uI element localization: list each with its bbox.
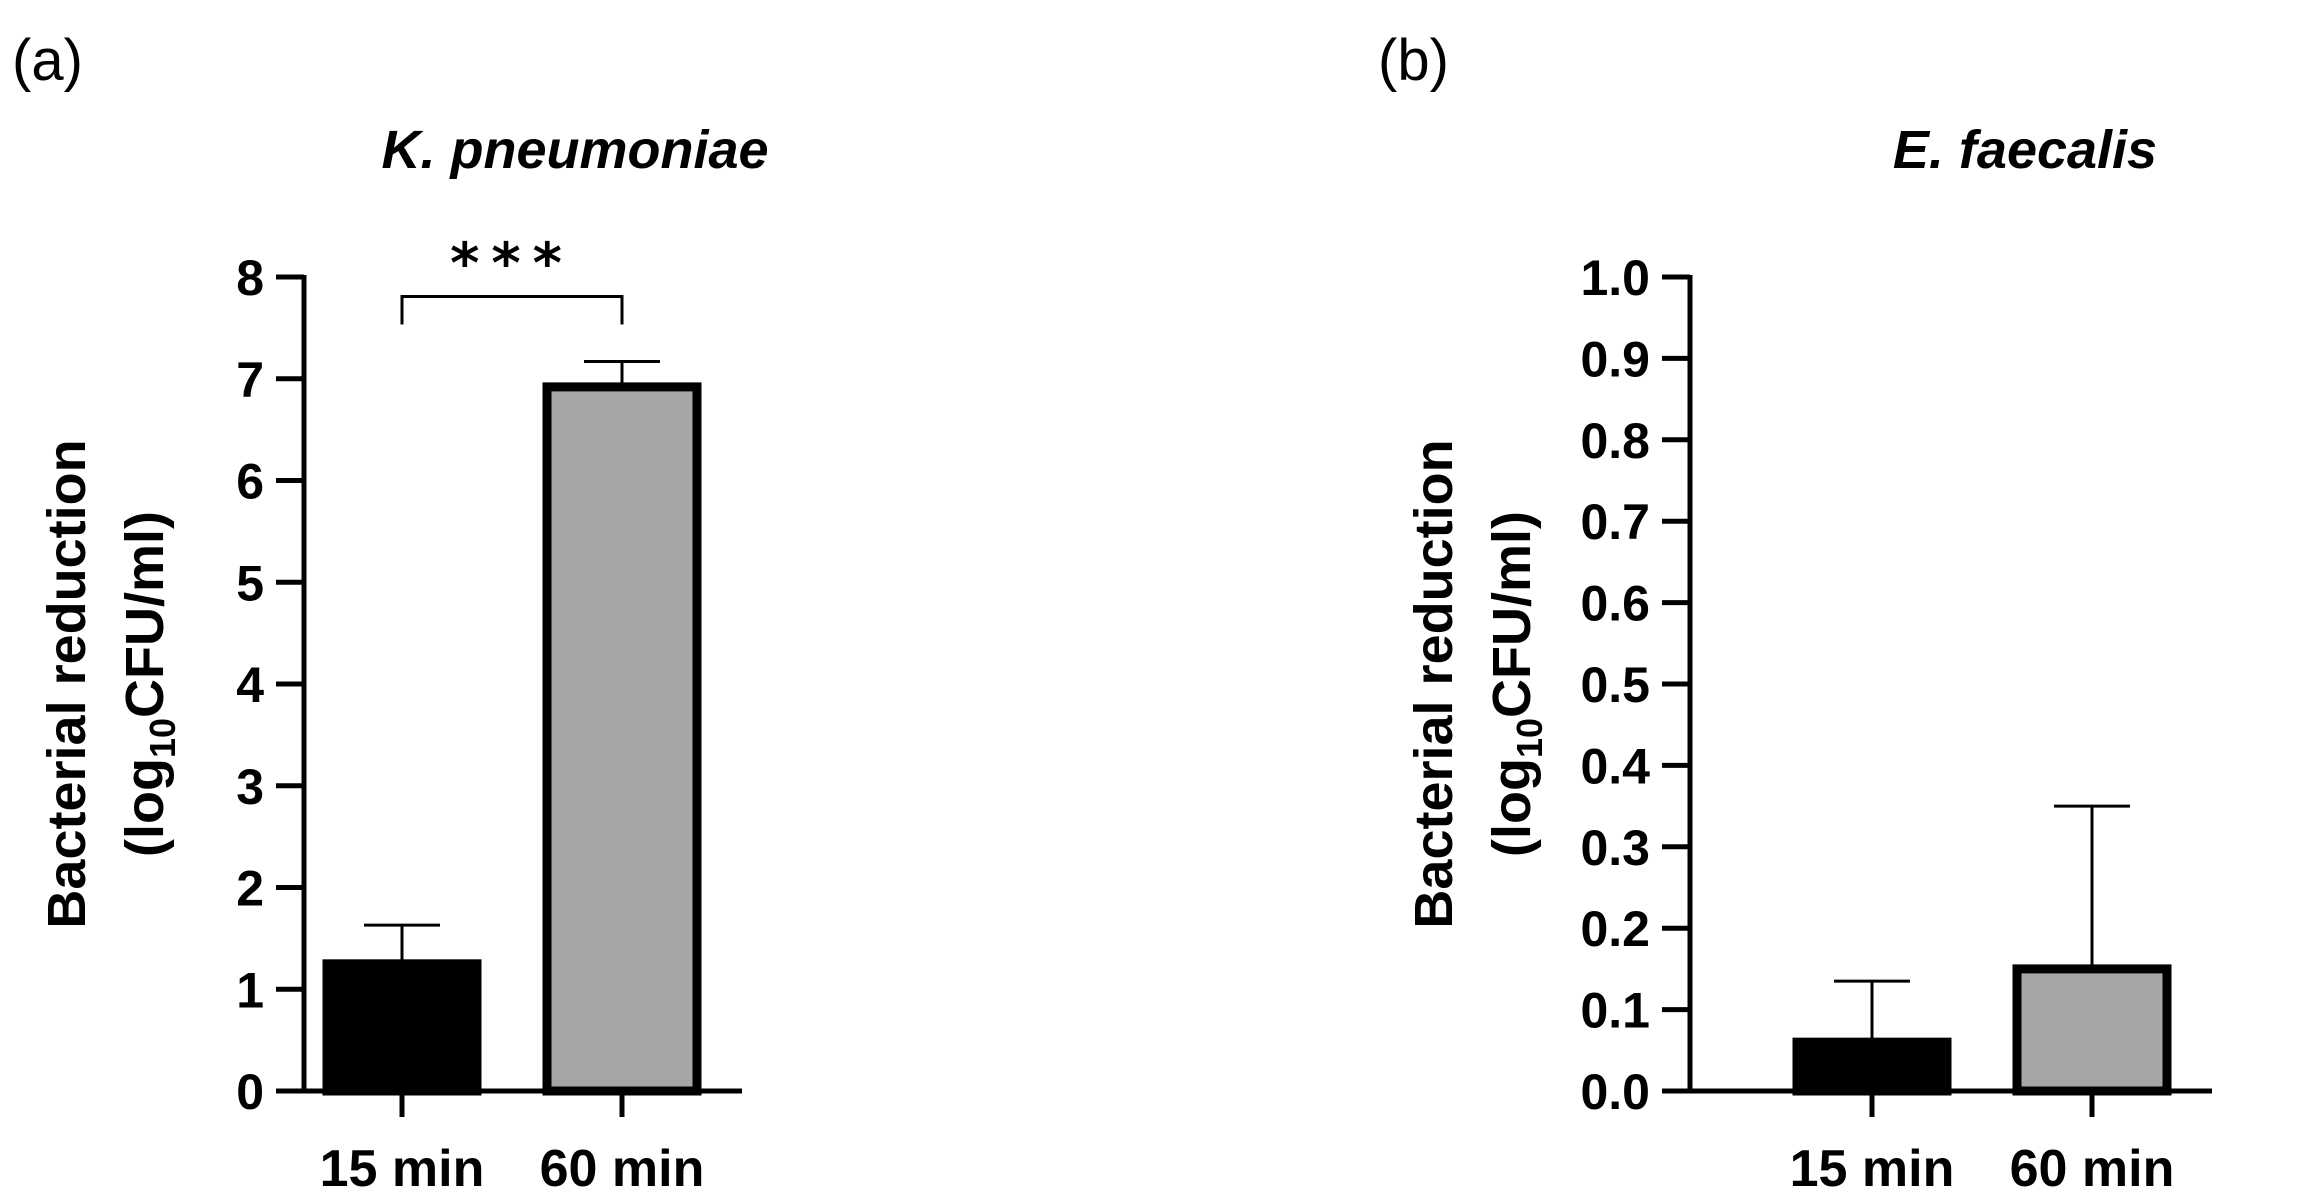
- y-tick-label: 0.0: [1580, 1064, 1650, 1120]
- y-axis-label-subscript: 10: [142, 718, 183, 758]
- bar-60-min: [542, 382, 702, 1096]
- bar-15-min: [322, 959, 482, 1096]
- y-tick-label: 0.5: [1580, 657, 1650, 713]
- y-tick-label: 7: [236, 352, 264, 408]
- y-tick-label: 4: [236, 657, 264, 713]
- y-axis-label-suffix: CFU/ml): [1482, 511, 1542, 718]
- x-tick-label: 15 min: [1790, 1140, 1955, 1198]
- chart-title: K. pneumoniae: [381, 120, 768, 180]
- y-axis-label-line2: (log10CFU/ml): [1482, 511, 1550, 857]
- x-tick-label: 60 min: [2010, 1140, 2175, 1198]
- y-axis-label-line1: Bacterial reduction: [37, 439, 97, 928]
- bar-15-min: [1792, 1037, 1952, 1096]
- y-tick-label: 0.9: [1580, 331, 1650, 387]
- y-tick-label: 0.3: [1580, 820, 1650, 876]
- y-axis-label-line2: (log10CFU/ml): [115, 511, 183, 857]
- y-tick-label: 0.8: [1580, 413, 1650, 469]
- chart-panel-2: (b) E. faecalis Bacterial reduction (log10C…: [1378, 28, 2212, 1198]
- y-axis-label-subscript: 10: [1509, 718, 1550, 758]
- y-axis-label-prefix: (log: [1482, 758, 1542, 857]
- y-tick-label: 0.7: [1580, 494, 1650, 550]
- y-tick-label: 0.1: [1580, 983, 1650, 1039]
- y-tick-label: 0.2: [1580, 901, 1650, 957]
- y-tick-label: 2: [236, 861, 264, 917]
- bar-60-min: [2012, 964, 2172, 1096]
- x-tick-label: 15 min: [320, 1140, 485, 1198]
- y-tick-label: 3: [236, 759, 264, 815]
- y-tick-label: 5: [236, 555, 264, 611]
- panel-label: (b): [1378, 28, 1449, 93]
- significance-bracket: [400, 294, 624, 325]
- y-axis-label-suffix: CFU/ml): [115, 511, 175, 718]
- y-tick-label: 0: [236, 1064, 264, 1120]
- y-tick-label: 8: [236, 250, 264, 306]
- significance-label: ***: [450, 231, 574, 296]
- y-axis-label-prefix: (log: [115, 758, 175, 857]
- x-tick-label: 60 min: [540, 1140, 705, 1198]
- y-tick-label: 0.4: [1580, 738, 1650, 794]
- y-axis-label-line1: Bacterial reduction: [1404, 439, 1464, 928]
- y-tick-label: 1: [236, 962, 264, 1018]
- y-tick-label: 6: [236, 454, 264, 510]
- panel-label: (a): [12, 28, 83, 93]
- chart-title: E. faecalis: [1893, 120, 2157, 180]
- y-tick-label: 1.0: [1580, 250, 1650, 306]
- y-tick-label: 0.6: [1580, 576, 1650, 632]
